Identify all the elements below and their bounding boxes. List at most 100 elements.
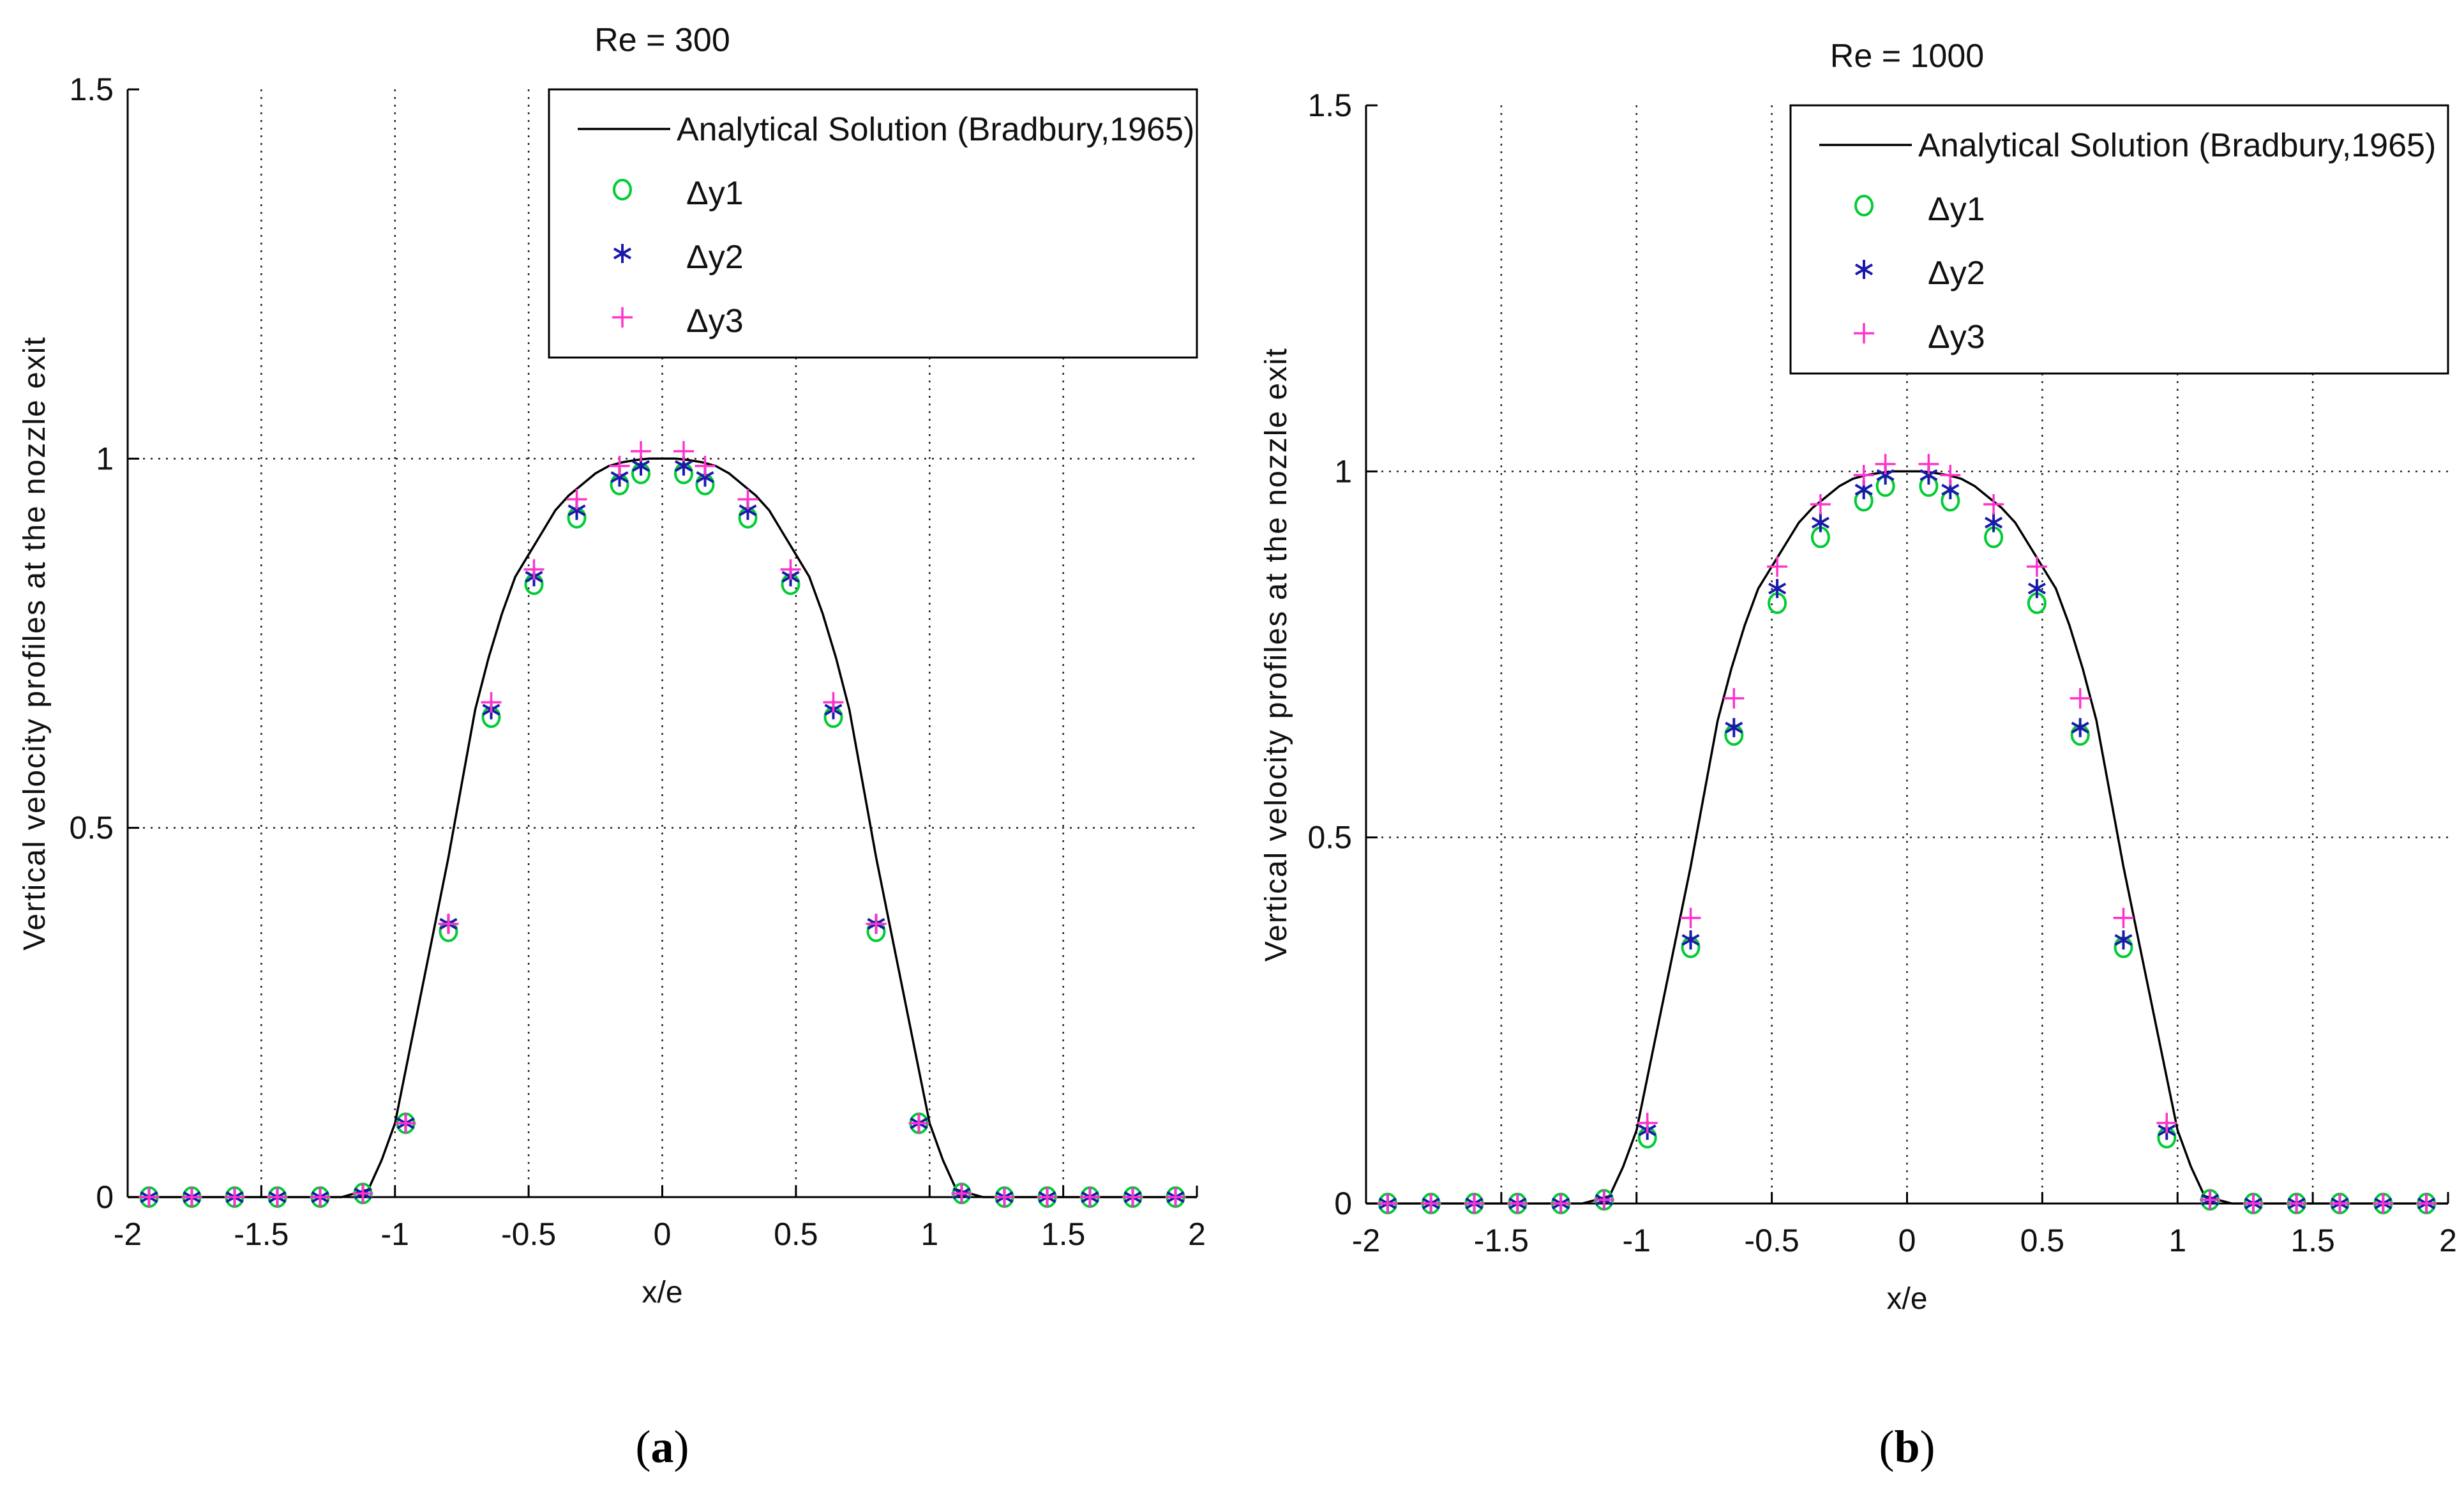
panel-b-legend-marker-1 <box>1854 195 1874 216</box>
panel-b-title: Re = 1000 <box>1830 38 1984 75</box>
panel-b-y-tick-label-0: 0 <box>1334 1186 1352 1221</box>
panel-a-series-3-point-18 <box>866 914 887 935</box>
panel-b-series-3-point-7 <box>1680 907 1701 928</box>
panel-b-series-3-point-17 <box>2070 688 2091 709</box>
panel-b-legend: Analytical Solution (Bradbury,1965) Δy1 Δy… <box>1789 104 2449 375</box>
panel-a-series-3-point-11 <box>609 455 630 476</box>
panel-b-series-3-point-16 <box>2026 556 2047 577</box>
panel-b-series-2-point-16 <box>2027 578 2046 598</box>
panel-b-series-3-point-6 <box>1637 1112 1658 1133</box>
panel-a-x-tick-label-6: 1 <box>920 1216 938 1252</box>
panel-a-series-3-point-16 <box>780 559 801 580</box>
panel-a-legend-marker-2 <box>613 244 632 263</box>
panel-b-series-3-point-11 <box>1853 465 1874 486</box>
panel-a-x-tick-label-3: -0.5 <box>501 1216 556 1252</box>
panel-b-series-3-point-21 <box>2242 1193 2264 1214</box>
panel-b-series-3-point-25 <box>2416 1193 2437 1214</box>
panel-a-series-3-point-12 <box>631 441 651 462</box>
panel-a-series-3-point-17 <box>823 692 844 713</box>
panel-b-series-2-point-18 <box>2114 930 2133 950</box>
panel-a-legend-label-analytical: Analytical Solution (Bradbury,1965) <box>677 111 1194 148</box>
panel-b-x-tick-label-0: -2 <box>1352 1223 1380 1258</box>
panel-b-x-tick-label-1: -1.5 <box>1474 1223 1529 1258</box>
panel-b-series-2-point-9 <box>1768 578 1787 598</box>
panel-b-y-tick-label-2: 1 <box>1334 453 1352 489</box>
panel-a-x-tick-label-8: 2 <box>1188 1216 1206 1252</box>
panel-a-legend: Analytical Solution (Bradbury,1965) Δy1 Δy… <box>548 88 1198 359</box>
panel-b-series-3-point-0 <box>1377 1193 1398 1214</box>
panel-a-y-tick-label-3: 1.5 <box>69 72 114 107</box>
panel-b-y-tick-label-1: 0.5 <box>1307 820 1352 856</box>
panel-b-x-axis-label: x/e <box>1886 1282 1927 1316</box>
panel-a-series-3-point-0 <box>139 1187 160 1207</box>
panel-a-y-tick-label-2: 1 <box>96 441 114 476</box>
panel-b-series-3-point-22 <box>2286 1193 2307 1214</box>
panel-b-legend-label-analytical: Analytical Solution (Bradbury,1965) <box>1918 127 2436 164</box>
panel-a-x-axis-label: x/e <box>642 1276 682 1309</box>
panel-b-x-tick-label-4: 0 <box>1898 1223 1916 1258</box>
panel-a-series-analytical-line <box>128 457 1197 1198</box>
panel-a-series-3-point-1 <box>181 1187 202 1207</box>
panel-b-legend-marker-3 <box>1854 323 1874 343</box>
panel-b-x-tick-label-6: 1 <box>2168 1223 2186 1258</box>
panel-b-series-3-point-5 <box>1593 1189 1614 1211</box>
panel-a-series-3-point-13 <box>673 441 694 462</box>
panel-a-series-3-point-9 <box>523 559 545 580</box>
panel-b-legend-marker-2 <box>1854 260 1874 279</box>
panel-b-series-2-point-8 <box>1725 718 1743 737</box>
panel-b-series-3-point-13 <box>1918 453 1939 474</box>
panel-b-series-3-point-24 <box>2373 1193 2394 1214</box>
panel-a-legend-label-3: Δy3 <box>686 303 744 340</box>
panel-a-series-3-point-20 <box>951 1183 972 1204</box>
panel-b-series-3-point-8 <box>1724 688 1745 709</box>
panel-a-x-tick-label-2: -1 <box>381 1216 409 1252</box>
panel-a-series-3-point-4 <box>310 1187 331 1207</box>
panel-a-legend-box <box>548 88 1198 359</box>
panel-b-series-3-point-18 <box>2113 907 2134 928</box>
panel-b-series-2-point-10 <box>1811 513 1829 532</box>
panel-a-series-3-point-8 <box>481 692 502 713</box>
panel-a-series-3-point-19 <box>908 1113 929 1134</box>
panel-a-series-3-point-23 <box>1079 1187 1101 1207</box>
panel-a-series-3-point-25 <box>1165 1187 1186 1207</box>
panel-a-panel-label: (a) <box>636 1421 689 1472</box>
panel-a-series-3-point-2 <box>224 1187 245 1207</box>
panel-a-series-3-point-14 <box>695 455 716 476</box>
panel-b-series-3-point-23 <box>2329 1193 2350 1214</box>
panel-b-panel-label: (b) <box>1879 1421 1935 1472</box>
panel-b-x-tick-label-8: 2 <box>2439 1223 2457 1258</box>
panel-b-x-tick-label-5: 0.5 <box>2020 1223 2065 1258</box>
panel-b-x-tick-label-7: 1.5 <box>2290 1223 2335 1258</box>
panel-a-title: Re = 300 <box>594 22 730 59</box>
panel-b-series-3-point-3 <box>1507 1193 1528 1214</box>
panel-b-series-3-point-19 <box>2156 1112 2177 1133</box>
panel-a-y-axis-label: Vertical velocity profiles at the nozzle… <box>18 336 52 950</box>
panel-b-series-3-point-12 <box>1875 453 1896 474</box>
panel-a-series-3-point-22 <box>1037 1187 1058 1207</box>
panel-a-series-3-point-5 <box>352 1183 373 1204</box>
panel-a-series-3-point-24 <box>1122 1187 1143 1207</box>
panel-a-x-tick-label-1: -1.5 <box>234 1216 289 1252</box>
panel-a-legend-label-2: Δy2 <box>686 239 744 276</box>
panel-b-series-3-point-4 <box>1551 1193 1572 1214</box>
panel-a-x-tick-label-0: -2 <box>114 1216 142 1252</box>
panel-b-y-tick-label-3: 1.5 <box>1307 87 1352 123</box>
panel-b-x-tick-label-3: -0.5 <box>1745 1223 1799 1258</box>
panel-a-legend-marker-1 <box>613 179 632 200</box>
panel-a-series-3-point-3 <box>267 1187 288 1207</box>
panel-a-series-3-point-15 <box>737 488 758 509</box>
panel-a-series-3-point-21 <box>994 1187 1015 1207</box>
panel-b-series-2-point-15 <box>1985 513 2003 532</box>
panel-a-series-3-point-7 <box>438 914 459 935</box>
panel-b-series-3-point-9 <box>1767 556 1788 577</box>
panel-b-series-3-point-15 <box>1983 494 2004 515</box>
panel-b-series-3-point-2 <box>1464 1193 1485 1214</box>
panel-b-legend-label-3: Δy3 <box>1928 319 1985 356</box>
panel-b-series-analytical-line <box>1366 470 2448 1205</box>
panel-a-x-tick-label-7: 1.5 <box>1041 1216 1086 1252</box>
panel-b-series-3-point-1 <box>1420 1193 1441 1214</box>
panel-b-x-tick-label-2: -1 <box>1623 1223 1651 1258</box>
panel-b-legend-label-1: Δy1 <box>1928 191 1985 228</box>
panel-b-series-2-point-7 <box>1681 930 1700 950</box>
